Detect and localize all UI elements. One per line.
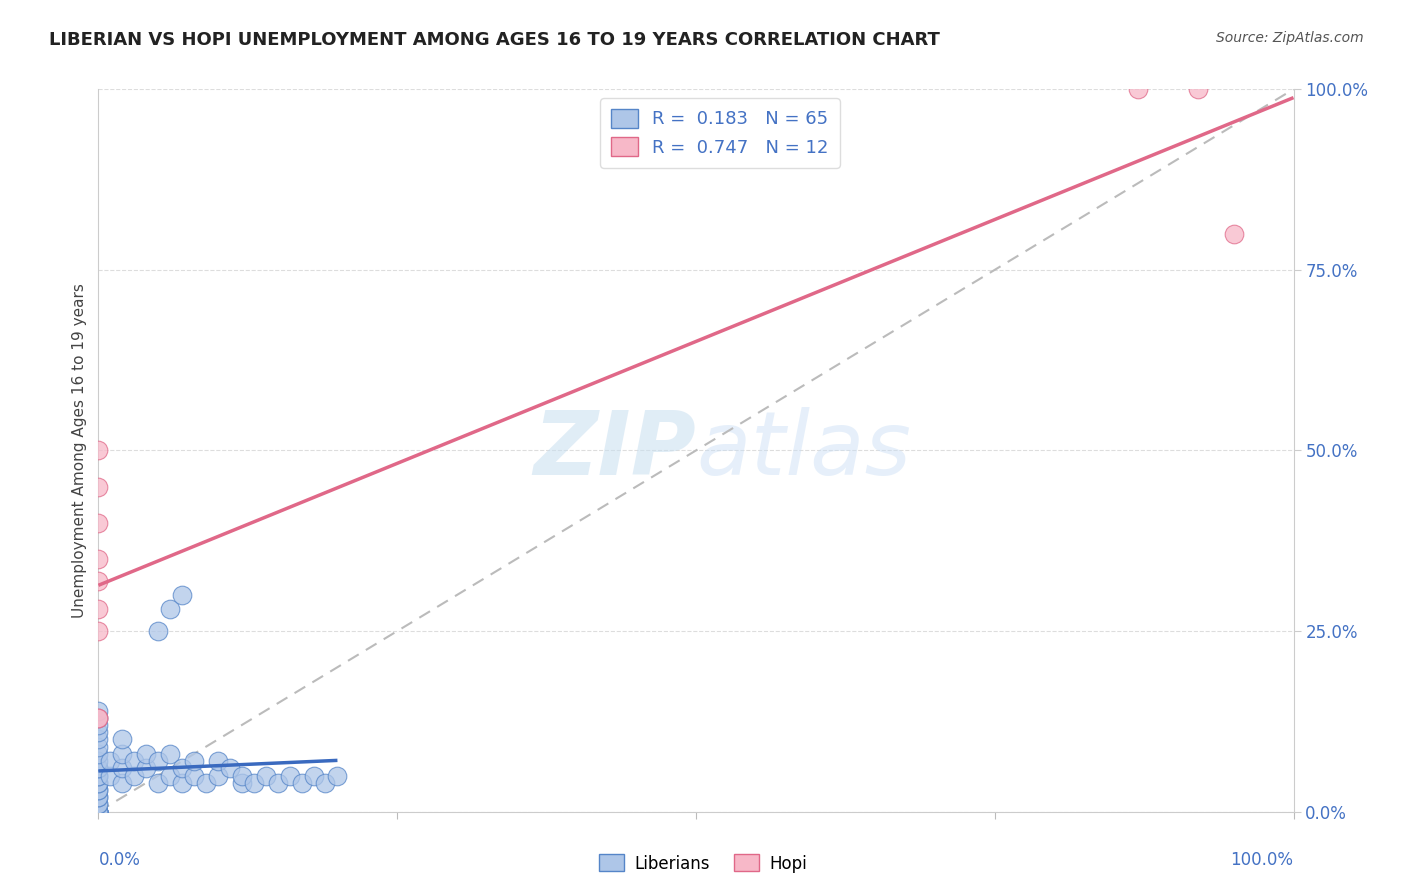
Point [135, 761, 157, 775]
Point [87, 624, 110, 639]
Point [87, 704, 110, 718]
Point [87, 805, 110, 819]
Text: atlas: atlas [696, 408, 911, 493]
Point [315, 776, 337, 790]
Point [326, 769, 349, 783]
Point [148, 776, 170, 790]
Point [87, 805, 110, 819]
Point [87, 805, 110, 819]
Point [87, 480, 110, 494]
Point [87, 797, 110, 812]
Point [159, 769, 181, 783]
Point [1187, 82, 1209, 96]
Point [87, 761, 110, 775]
Point [87, 783, 110, 797]
Point [98, 769, 122, 783]
Point [87, 805, 110, 819]
Point [183, 769, 205, 783]
Point [87, 602, 110, 616]
Point [207, 769, 229, 783]
Point [87, 443, 110, 458]
Point [87, 711, 110, 725]
Point [87, 805, 110, 819]
Point [148, 754, 170, 768]
Point [87, 769, 110, 783]
Legend: Liberians, Hopi: Liberians, Hopi [592, 847, 814, 880]
Point [87, 761, 110, 775]
Text: 100.0%: 100.0% [1230, 852, 1294, 870]
Point [87, 725, 110, 739]
Point [87, 776, 110, 790]
Point [172, 776, 194, 790]
Point [87, 551, 110, 566]
Point [159, 747, 181, 761]
Point [1223, 227, 1246, 241]
Point [98, 754, 122, 768]
Point [195, 776, 218, 790]
Point [87, 711, 110, 725]
Text: 0.0%: 0.0% [98, 852, 141, 870]
Y-axis label: Unemployment Among Ages 16 to 19 years: Unemployment Among Ages 16 to 19 years [72, 283, 87, 618]
Point [87, 574, 110, 588]
Point [302, 769, 325, 783]
Point [111, 732, 134, 747]
Point [219, 761, 242, 775]
Point [254, 769, 277, 783]
Point [87, 805, 110, 819]
Point [87, 783, 110, 797]
Point [87, 776, 110, 790]
Point [87, 805, 110, 819]
Point [267, 776, 290, 790]
Point [159, 602, 181, 616]
Point [87, 790, 110, 805]
Point [183, 754, 205, 768]
Point [135, 747, 157, 761]
Point [148, 624, 170, 639]
Point [87, 516, 110, 530]
Point [1128, 82, 1150, 96]
Point [87, 790, 110, 805]
Text: Source: ZipAtlas.com: Source: ZipAtlas.com [1216, 31, 1364, 45]
Legend: R =  0.183   N = 65, R =  0.747   N = 12: R = 0.183 N = 65, R = 0.747 N = 12 [600, 98, 839, 168]
Point [291, 776, 314, 790]
Text: ZIP: ZIP [533, 407, 696, 494]
Point [278, 769, 301, 783]
Point [87, 718, 110, 732]
Point [207, 754, 229, 768]
Point [87, 754, 110, 768]
Text: LIBERIAN VS HOPI UNEMPLOYMENT AMONG AGES 16 TO 19 YEARS CORRELATION CHART: LIBERIAN VS HOPI UNEMPLOYMENT AMONG AGES… [49, 31, 941, 49]
Point [87, 711, 110, 725]
Point [243, 776, 266, 790]
Point [87, 732, 110, 747]
Point [87, 797, 110, 812]
Point [87, 747, 110, 761]
Point [231, 776, 253, 790]
Point [111, 761, 134, 775]
Point [172, 588, 194, 602]
Point [172, 761, 194, 775]
Point [111, 776, 134, 790]
Point [124, 769, 146, 783]
Point [111, 747, 134, 761]
Point [231, 769, 253, 783]
Point [87, 805, 110, 819]
Point [124, 754, 146, 768]
Point [87, 739, 110, 754]
Point [87, 769, 110, 783]
Point [87, 805, 110, 819]
Point [87, 805, 110, 819]
